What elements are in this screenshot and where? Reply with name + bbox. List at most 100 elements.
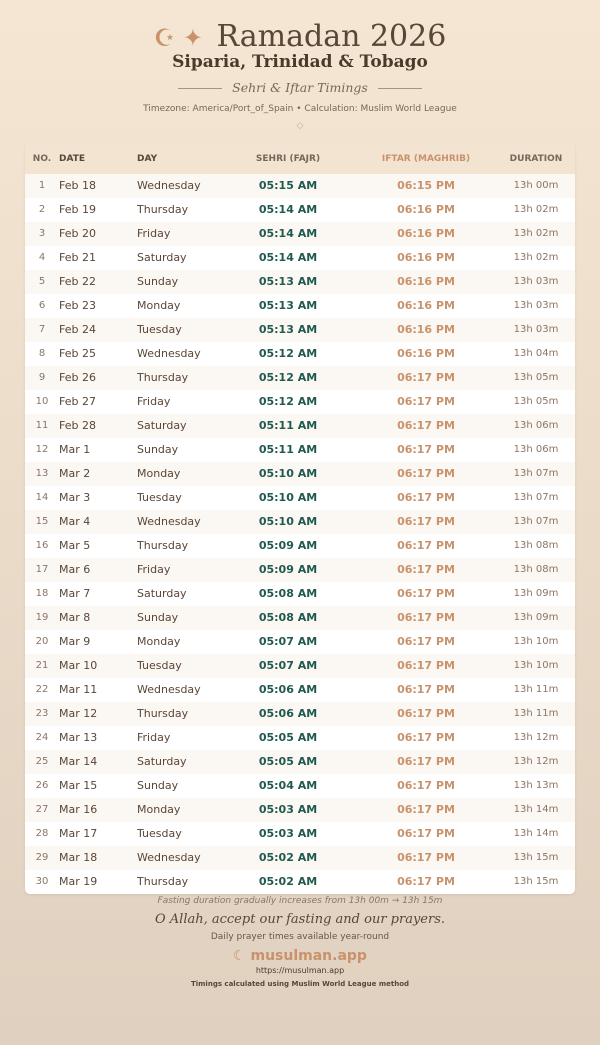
row-date: Mar 9 [59,635,91,648]
row-no: 23 [35,708,49,719]
row-date: Mar 12 [59,707,98,720]
row-iftar: 06:17 PM [397,587,455,600]
row-no: 16 [35,540,49,551]
row-sehri: 05:10 AM [258,491,318,504]
col-date: DATE [59,153,86,164]
row-sehri: 05:11 AM [258,419,318,432]
city-name: Siparia, Trinidad & Tobago [172,52,428,72]
row-iftar: 06:17 PM [397,515,455,528]
row-duration: 13h 02m [513,204,559,215]
row-date: Feb 18 [59,179,96,192]
table-row: 3 Feb 20 Friday 05:14 AM 06:16 PM 13h 02m [25,222,575,246]
row-duration: 13h 11m [513,708,559,719]
row-no: 15 [35,516,49,527]
row-duration: 13h 03m [513,276,559,287]
row-iftar: 06:17 PM [397,707,455,720]
row-date: Feb 24 [59,323,96,336]
row-duration: 13h 06m [513,444,559,455]
row-duration: 13h 15m [513,852,559,863]
row-day: Thursday [137,707,189,720]
row-iftar: 06:17 PM [397,491,455,504]
row-iftar: 06:15 PM [397,179,455,192]
row-duration: 13h 05m [513,396,559,407]
row-iftar: 06:17 PM [397,755,455,768]
row-no: 22 [35,684,49,695]
col-duration: DURATION [509,153,563,164]
row-date: Mar 14 [59,755,98,768]
row-date: Feb 22 [59,275,96,288]
row-no: 14 [35,492,49,503]
col-sehri: SEHRI (FAJR) [255,153,321,164]
row-date: Mar 11 [59,683,98,696]
row-no: 2 [38,204,46,215]
row-duration: 13h 04m [513,348,559,359]
row-date: Mar 4 [59,515,91,528]
row-iftar: 06:17 PM [397,659,455,672]
row-duration: 13h 08m [513,564,559,575]
row-date: Feb 21 [59,251,96,264]
row-date: Feb 25 [59,347,96,360]
row-date: Mar 19 [59,875,98,888]
row-date: Mar 3 [59,491,91,504]
row-day: Friday [137,563,171,576]
duration-note: Fasting duration gradually increases fro… [157,896,443,906]
row-no: 11 [35,420,49,431]
row-date: Mar 15 [59,779,98,792]
table-row: 28 Mar 17 Tuesday 05:03 AM 06:17 PM 13h 14m [25,822,575,846]
row-iftar: 06:17 PM [397,875,455,888]
row-iftar: 06:17 PM [397,851,455,864]
row-no: 25 [35,756,49,767]
row-day: Thursday [137,371,189,384]
row-date: Mar 6 [59,563,91,576]
row-date: Mar 8 [59,611,91,624]
row-sehri: 05:12 AM [258,347,318,360]
row-duration: 13h 09m [513,612,559,623]
table-row: 12 Mar 1 Sunday 05:11 AM 06:17 PM 13h 06m [25,438,575,462]
brand-url[interactable]: https://musulman.app [255,966,345,975]
row-day: Monday [137,635,181,648]
row-iftar: 06:17 PM [397,611,455,624]
row-duration: 13h 08m [513,540,559,551]
row-sehri: 05:04 AM [258,779,318,792]
row-sehri: 05:13 AM [258,323,318,336]
row-duration: 13h 14m [513,828,559,839]
table-header: NO. DATE DAY SEHRI (FAJR) IFTAR (MAGHRIB… [25,143,575,174]
row-duration: 13h 14m [513,804,559,815]
row-date: Mar 17 [59,827,98,840]
row-day: Wednesday [137,851,201,864]
row-iftar: 06:16 PM [397,323,455,336]
row-sehri: 05:11 AM [258,443,318,456]
row-iftar: 06:17 PM [397,539,455,552]
row-sehri: 05:14 AM [258,203,318,216]
row-sehri: 05:07 AM [258,659,318,672]
col-no: NO. [32,153,52,164]
row-day: Saturday [137,587,187,600]
table-row: 24 Mar 13 Friday 05:05 AM 06:17 PM 13h 12m [25,726,575,750]
row-duration: 13h 02m [513,228,559,239]
row-duration: 13h 03m [513,300,559,311]
row-sehri: 05:03 AM [258,803,318,816]
row-no: 12 [35,444,49,455]
row-iftar: 06:17 PM [397,371,455,384]
row-sehri: 05:08 AM [258,611,318,624]
row-sehri: 05:05 AM [258,731,318,744]
table-row: 4 Feb 21 Saturday 05:14 AM 06:16 PM 13h 02m [25,246,575,270]
brand[interactable]: ☾ musulman.app [0,948,600,964]
timings-table: NO. DATE DAY SEHRI (FAJR) IFTAR (MAGHRIB… [25,143,575,894]
row-day: Sunday [137,611,179,624]
row-no: 1 [38,180,46,191]
row-duration: 13h 07m [513,468,559,479]
tagline: Daily prayer times available year-round [210,932,390,942]
row-duration: 13h 00m [513,180,559,191]
row-sehri: 05:07 AM [258,635,318,648]
table-row: 16 Mar 5 Thursday 05:09 AM 06:17 PM 13h 08m [25,534,575,558]
col-iftar: IFTAR (MAGHRIB) [381,153,471,164]
row-sehri: 05:06 AM [258,707,318,720]
row-date: Mar 2 [59,467,91,480]
row-duration: 13h 07m [513,516,559,527]
table-row: 20 Mar 9 Monday 05:07 AM 06:17 PM 13h 10m [25,630,575,654]
table-row: 13 Mar 2 Monday 05:10 AM 06:17 PM 13h 07m [25,462,575,486]
row-day: Friday [137,731,171,744]
row-iftar: 06:17 PM [397,467,455,480]
table-row: 15 Mar 4 Wednesday 05:10 AM 06:17 PM 13h 07m [25,510,575,534]
